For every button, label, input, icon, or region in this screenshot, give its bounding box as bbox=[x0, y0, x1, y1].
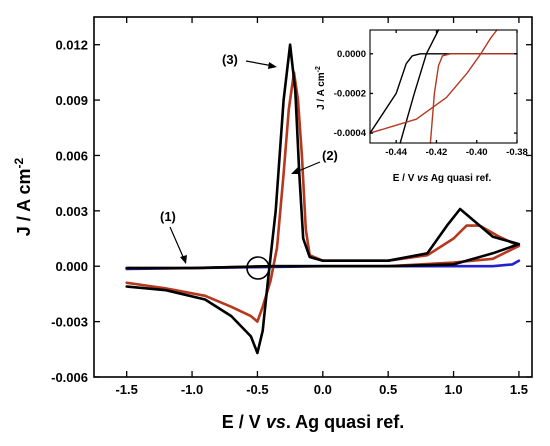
y-tick-label-0-2: 0.000 bbox=[55, 259, 88, 274]
x-tick-label-1-1: -0.42 bbox=[426, 147, 448, 158]
y-tick-label-0-3: 0.003 bbox=[55, 204, 88, 219]
x-tick-label-0-5: 1.0 bbox=[445, 382, 463, 397]
x-tick-label-0-6: 1.5 bbox=[510, 382, 528, 397]
x-tick-label-0-4: 0.5 bbox=[379, 382, 397, 397]
y-tick-label-0-6: 0.012 bbox=[55, 38, 88, 53]
y-tick-label-0-5: 0.009 bbox=[55, 93, 88, 108]
annotation-arrow-1 bbox=[169, 226, 185, 260]
zoom-region-circle bbox=[246, 256, 270, 280]
inset-plot-frame bbox=[369, 29, 518, 144]
y-tick-label-0-4: 0.006 bbox=[55, 148, 88, 163]
x-tick-label-1-3: -0.38 bbox=[506, 147, 528, 158]
annotation-label-1: (1) bbox=[160, 209, 176, 224]
series-line-1-2 bbox=[369, 29, 498, 134]
x-tick-label-0-0: -1.5 bbox=[115, 382, 137, 397]
main-axis-ticks: -1.5 -1.0 -0.5 0.0 0.5 1.0 1.5 -0.006 -0.003 0.00… bbox=[51, 17, 532, 397]
inset-series-group bbox=[369, 29, 518, 144]
main-series-group bbox=[125, 43, 521, 355]
series-line-1-0 bbox=[399, 29, 440, 144]
y-tick-label-1-1: -0.0002 bbox=[334, 88, 366, 99]
annotation-label-3: (3) bbox=[222, 52, 238, 67]
main-plot-frame bbox=[93, 16, 533, 378]
x-tick-label-0-2: -0.5 bbox=[246, 382, 268, 397]
annotation-arrow-2 bbox=[295, 161, 321, 173]
y-tick-label-0-0: -0.006 bbox=[51, 370, 88, 385]
annotation-label-2: (2) bbox=[322, 148, 338, 163]
inset-y-axis-label: J / A cm-2 bbox=[315, 66, 327, 110]
inset-axis-ticks: -0.44 -0.42 -0.40 -0.38 -0.0004 -0.0002 0.0000 bbox=[334, 30, 528, 158]
series-line-1-1 bbox=[369, 53, 518, 134]
y-tick-label-1-2: 0.0000 bbox=[337, 49, 366, 60]
main-x-axis-label: E / V vs. Ag quasi ref. bbox=[222, 412, 404, 432]
x-tick-label-0-3: 0.0 bbox=[314, 382, 332, 397]
x-tick-label-1-2: -0.40 bbox=[466, 147, 488, 158]
y-tick-label-1-0: -0.0004 bbox=[334, 128, 367, 139]
main-plot: -1.5 -1.0 -0.5 0.0 0.5 1.0 1.5 -0.006 -0.003 0.00… bbox=[12, 16, 533, 432]
series-line-0-2 bbox=[125, 43, 521, 355]
y-tick-label-0-1: -0.003 bbox=[51, 315, 88, 330]
annotation-arrowhead-1 bbox=[180, 255, 187, 264]
inset-x-axis-label: E / V vs Ag quasi ref. bbox=[393, 173, 492, 184]
inset-plot: -0.44 -0.42 -0.40 -0.38 -0.0004 -0.0002 0.0000… bbox=[315, 29, 528, 184]
annotation-arrowhead-2 bbox=[291, 167, 300, 174]
x-tick-label-0-1: -1.0 bbox=[181, 382, 203, 397]
inset-plot-background bbox=[370, 30, 517, 143]
annotation-arrow-3 bbox=[245, 60, 274, 67]
series-line-1-3 bbox=[429, 53, 518, 144]
x-tick-label-1-0: -0.44 bbox=[385, 147, 407, 158]
annotation-arrowhead-3 bbox=[268, 62, 277, 69]
main-y-axis-label: J / A cm-2 bbox=[12, 157, 34, 236]
